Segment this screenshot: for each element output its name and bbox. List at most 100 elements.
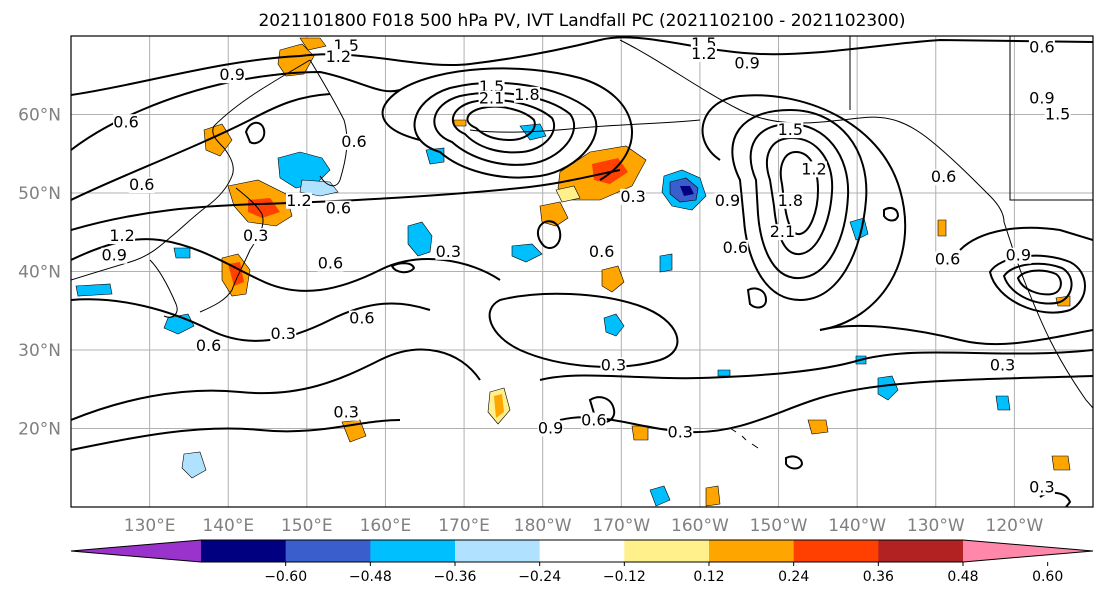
colorbar-extend-high — [963, 540, 1093, 562]
contour-label-background — [219, 67, 246, 84]
contour-label: 0.9 — [538, 418, 563, 437]
colorbar-tick-label: 0.36 — [863, 569, 894, 585]
contour-label-background — [1028, 39, 1055, 56]
pv-contour-line — [559, 375, 1093, 434]
positive-anomaly — [299, 37, 327, 51]
pv-contour-line — [71, 169, 621, 231]
contour-label: 1.2 — [691, 44, 716, 63]
contour-label: 0.3 — [668, 422, 693, 441]
contour-label-background — [109, 228, 136, 245]
contour-label-background — [341, 133, 368, 150]
pv-contour-line — [536, 220, 562, 250]
colorbar-segment — [285, 540, 371, 562]
colorbar-segment — [709, 540, 795, 562]
contour-label: 0.9 — [1006, 246, 1031, 265]
pv-contour-line — [71, 93, 331, 201]
contour-label: 0.6 — [129, 175, 154, 194]
contour-label-background — [101, 247, 128, 264]
contour-label-background — [690, 45, 717, 62]
negative-anomaly — [299, 179, 339, 197]
positive-anomaly — [601, 265, 625, 293]
latitude-tick-label: 50°N — [18, 184, 61, 204]
contour-label: 0.3 — [243, 226, 268, 245]
pv-contour-line — [883, 207, 900, 222]
positive-anomaly — [277, 43, 315, 77]
contour-label: 0.6 — [931, 167, 956, 186]
contour-label: 0.3 — [271, 324, 296, 343]
pv-contour-line — [731, 108, 868, 302]
contour-label-background — [800, 161, 827, 178]
contour-label: 0.6 — [318, 254, 343, 273]
negative-anomaly — [717, 369, 731, 377]
contour-label: 0.9 — [715, 191, 740, 210]
contour-label: 2.1 — [479, 89, 504, 108]
colorbar-tick-label: 0.24 — [778, 569, 809, 585]
pv-contour-line — [488, 292, 679, 368]
pv-contour-line — [413, 81, 598, 179]
strongest-negative-anomaly — [680, 186, 694, 196]
colorbar-tick-label: 0.48 — [947, 569, 978, 585]
negative-anomaly — [649, 485, 671, 507]
colorbar-segment — [201, 540, 287, 562]
positive-anomaly — [1051, 455, 1071, 471]
positive-anomaly — [807, 419, 829, 435]
contour-label: 0.9 — [734, 53, 759, 72]
contour-label: 0.3 — [620, 187, 645, 206]
longitude-tick-label: 140°E — [202, 516, 254, 536]
positive-anomaly — [539, 201, 569, 227]
contour-label-background — [325, 200, 352, 217]
contour-label: 0.3 — [1029, 477, 1054, 496]
contour-label-background — [435, 243, 462, 260]
contour-label: 2.1 — [770, 222, 795, 241]
colorbar-tick-label: −0.48 — [349, 569, 392, 585]
pv-contour-line — [244, 121, 266, 145]
contour-label-background — [242, 228, 269, 245]
colorbar-tick-label: −0.36 — [434, 569, 477, 585]
pv-contour-line — [71, 348, 481, 421]
aleutian-chain — [469, 119, 701, 133]
asia-coastline — [71, 125, 234, 281]
contour-labels: 1.51.20.90.60.60.61.52.1 1.81.2 0.60.30.61… — [101, 34, 1071, 496]
contour-label-background — [580, 412, 607, 429]
pv-contour-line — [749, 122, 850, 280]
latitude-tick-label: 40°N — [18, 263, 61, 283]
contour-label-background — [285, 192, 312, 209]
contour-label-background — [930, 169, 957, 186]
positive-anomaly — [631, 425, 649, 441]
colorbar-tick-label: −0.24 — [518, 569, 561, 585]
contour-label: 0.9 — [1029, 89, 1054, 108]
contour-label: 0.6 — [341, 132, 366, 151]
pv-contour-line — [71, 36, 1093, 96]
longitude-tick-label: 150°W — [750, 516, 808, 536]
pv-contour-line — [466, 105, 536, 142]
pv-contour-line — [746, 287, 768, 309]
negative-anomaly — [407, 221, 433, 257]
contour-label: 0.6 — [723, 238, 748, 257]
map-panel: 1.51.20.90.60.60.61.52.1 1.81.2 0.60.30.61… — [18, 34, 1094, 536]
contour-label: 1.8 — [514, 85, 539, 104]
contour-label: 0.3 — [333, 403, 358, 422]
contour-label-background — [734, 55, 761, 72]
longitude-tick-label: 130°E — [124, 516, 176, 536]
contour-label-background — [1005, 247, 1032, 264]
contour-label-background — [513, 86, 540, 103]
contour-label: 1.2 — [801, 159, 826, 178]
negative-anomaly — [659, 253, 673, 273]
contour-label-background — [777, 122, 804, 139]
contour-label-background — [128, 177, 155, 194]
contour-label-background — [714, 192, 741, 209]
contour-label: 0.6 — [935, 250, 960, 269]
pv-contour-line — [959, 226, 1093, 251]
contour-label: 1.8 — [778, 191, 803, 210]
contour-label-background — [934, 251, 961, 268]
longitude-tick-label: 130°W — [907, 516, 965, 536]
negative-anomaly — [181, 451, 207, 479]
colorbar-tick-label: −0.12 — [603, 569, 646, 585]
pv-contours — [71, 36, 1093, 507]
longitude-tick-label: 160°E — [360, 516, 412, 536]
weak-positive-anomaly — [555, 185, 581, 203]
pv-contour-line — [381, 67, 634, 181]
positive-anomaly — [705, 485, 721, 507]
pv-contour-line — [1016, 269, 1062, 296]
figure-title: 2021101800 F018 500 hPa PV, IVT Landfall… — [258, 11, 905, 31]
